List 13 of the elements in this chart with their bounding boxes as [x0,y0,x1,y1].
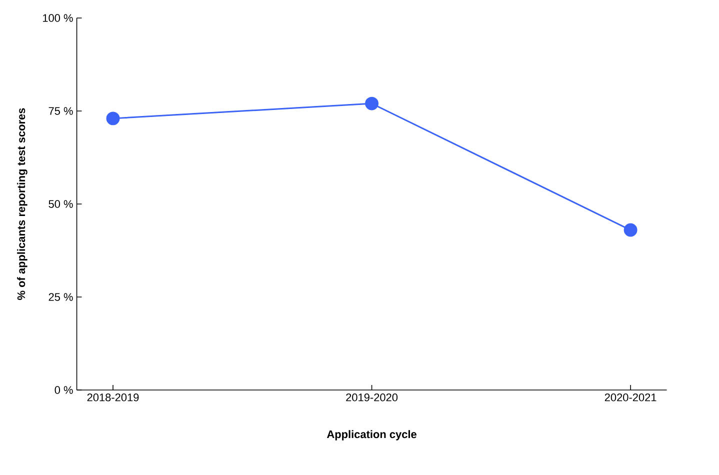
x-tick-label: 2019-2020 [346,394,398,402]
x-axis-title: Application cycle [326,430,416,440]
y-tick-label: 50 % [48,200,73,208]
y-tick-label: 25 % [48,293,73,301]
point [365,96,379,110]
point [106,112,120,126]
x-tick-label: 2020-2021 [604,394,656,402]
y-tick-label: 75 % [48,107,73,115]
point [624,223,638,237]
y-tick-label: 0 % [54,386,73,394]
y-axis-title: % of applicants reporting test scores [17,108,28,300]
x-tick-label: 2018-2019 [87,394,139,402]
y-tick-label: 100 % [43,14,73,22]
